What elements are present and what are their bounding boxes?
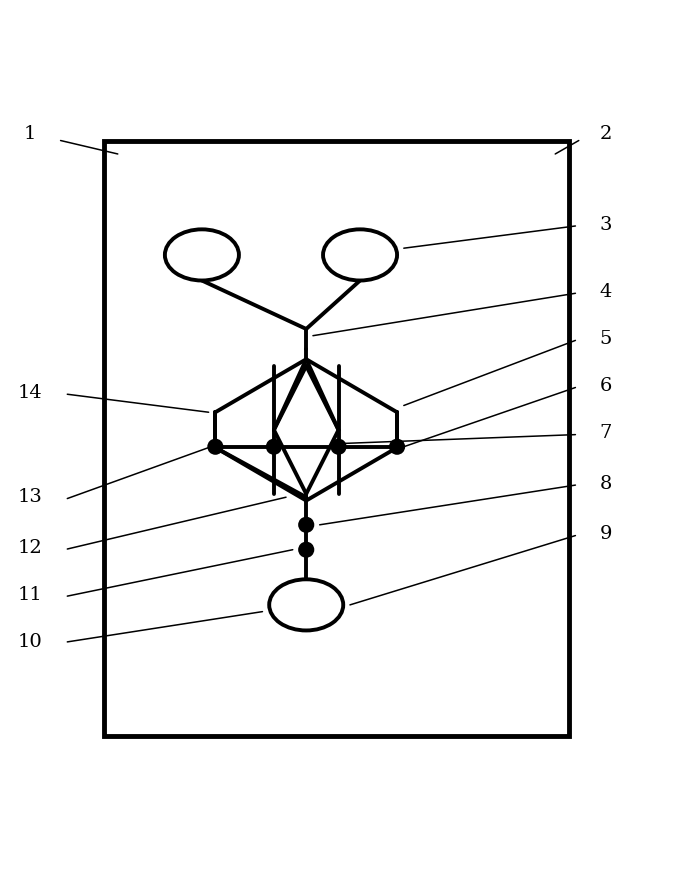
Circle shape xyxy=(298,517,314,533)
Ellipse shape xyxy=(269,579,343,630)
Text: 12: 12 xyxy=(18,539,42,557)
Text: 3: 3 xyxy=(600,216,612,233)
Circle shape xyxy=(330,438,347,455)
Text: 6: 6 xyxy=(600,378,612,395)
Circle shape xyxy=(266,438,282,455)
Text: 13: 13 xyxy=(18,488,42,506)
Text: 8: 8 xyxy=(600,474,612,493)
Ellipse shape xyxy=(165,230,239,281)
Text: 14: 14 xyxy=(18,384,42,402)
Text: 1: 1 xyxy=(24,125,36,143)
Circle shape xyxy=(389,438,405,455)
Text: 4: 4 xyxy=(600,283,612,301)
Text: 5: 5 xyxy=(600,330,612,348)
Text: 9: 9 xyxy=(600,525,612,543)
Circle shape xyxy=(207,438,223,455)
Text: 7: 7 xyxy=(600,424,612,443)
Text: 2: 2 xyxy=(600,125,612,143)
Ellipse shape xyxy=(323,230,397,281)
Text: 10: 10 xyxy=(18,633,42,651)
Text: 11: 11 xyxy=(18,586,42,604)
Circle shape xyxy=(298,541,314,558)
Bar xyxy=(104,141,569,736)
